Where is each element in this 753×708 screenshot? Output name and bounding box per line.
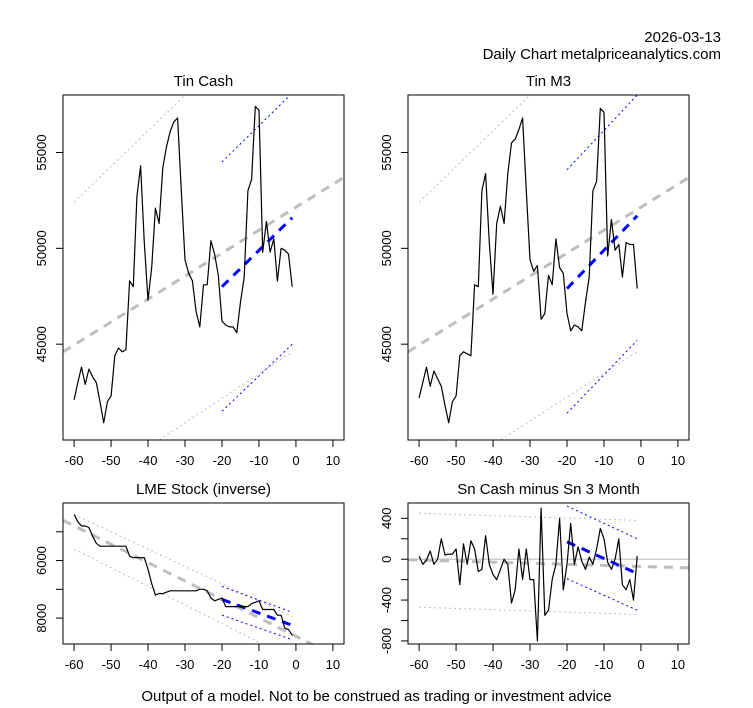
short-trend-line (565, 214, 639, 290)
x-tick-label: -10 (250, 657, 269, 672)
series-line (418, 507, 638, 642)
panel-title: Tin M3 (526, 73, 571, 90)
x-axis: -60 -50 -40 -30 -20 -10 0 10 (410, 440, 685, 468)
x-tick-label: -10 (595, 657, 614, 672)
short-lower-band-line (566, 578, 638, 611)
long-upper-band-line (73, 95, 186, 203)
x-tick-label: 10 (671, 657, 685, 672)
x-tick-label: -40 (484, 657, 503, 672)
long-trend-line (63, 518, 315, 644)
series-line (418, 107, 638, 424)
panel-tin-cash: Tin Cash -60 -50 -40 -30 -20 -10 0 10 45000 50000 5… (34, 73, 345, 468)
x-tick-label: -20 (213, 657, 232, 672)
x-tick-label: -30 (521, 657, 540, 672)
x-tick-label: -40 (484, 453, 503, 468)
plot-area (63, 95, 344, 440)
x-tick-label: 0 (292, 657, 299, 672)
plot-area (408, 505, 689, 642)
panel-title: Sn Cash minus Sn 3 Month (457, 481, 640, 498)
x-tick-label: -30 (176, 657, 195, 672)
long-upper-band-line (419, 512, 638, 521)
x-tick-label: -60 (65, 657, 84, 672)
x-tick-label: -30 (176, 453, 195, 468)
x-tick-label: -20 (558, 657, 577, 672)
x-tick-label: -60 (410, 657, 429, 672)
x-tick-label: -50 (447, 657, 466, 672)
x-tick-label: -40 (139, 453, 158, 468)
x-tick-label: -60 (65, 453, 84, 468)
x-tick-label: -50 (447, 453, 466, 468)
x-tick-label: -60 (410, 453, 429, 468)
y-axis: 6000 8000 (34, 531, 63, 633)
y-tick-label: 8000 (34, 604, 49, 633)
y-tick-label: 50000 (34, 230, 49, 266)
x-tick-label: 10 (671, 453, 685, 468)
series-line (73, 514, 293, 636)
short-trend-line (566, 540, 638, 575)
y-tick-label: 55000 (379, 134, 394, 170)
long-trend-line (408, 558, 689, 570)
x-tick-label: 0 (637, 657, 644, 672)
long-trend-line (408, 176, 689, 354)
y-tick-label: -800 (379, 628, 394, 654)
series-line (73, 105, 293, 424)
plot-area (63, 514, 315, 644)
short-upper-band-line (566, 95, 638, 171)
chart-date: 2026-03-13 (644, 29, 721, 46)
y-tick-label: 400 (379, 507, 394, 529)
short-trend-line (220, 216, 294, 288)
y-tick-label: 6000 (34, 546, 49, 575)
y-tick-label: 0 (379, 556, 394, 563)
panel-tin-m3: Tin M3 -60 -50 -40 -30 -20 -10 0 10 45000 50000 550… (379, 73, 690, 468)
short-lower-band-line (566, 339, 638, 414)
x-tick-label: 10 (326, 657, 340, 672)
long-lower-band-line (419, 606, 638, 615)
short-lower-band-line (221, 343, 293, 412)
y-tick-label: 45000 (379, 326, 394, 362)
short-lower-band-line (221, 614, 293, 641)
y-axis: 45000 50000 55000 (34, 134, 63, 362)
short-trend-line (221, 597, 293, 627)
x-tick-label: -50 (102, 453, 121, 468)
panel-title: Tin Cash (174, 73, 233, 90)
x-tick-label: -10 (250, 453, 269, 468)
plot-frame (407, 502, 690, 645)
y-tick-label: -400 (379, 587, 394, 613)
x-tick-label: 0 (637, 453, 644, 468)
x-axis: -60 -50 -40 -30 -20 -10 0 10 (410, 644, 685, 672)
y-tick-label: 50000 (379, 230, 394, 266)
x-axis: -60 -50 -40 -30 -20 -10 0 10 (65, 644, 340, 672)
short-upper-band-line (221, 95, 291, 163)
x-tick-label: 10 (326, 453, 340, 468)
y-axis: -800 -400 0 400 (379, 507, 408, 654)
long-trend-line (63, 176, 344, 354)
panel-sn-spread: Sn Cash minus Sn 3 Month-60 -50 -40 -30 -20-… (379, 481, 690, 672)
plot-frame (62, 502, 345, 645)
x-tick-label: -20 (558, 453, 577, 468)
long-upper-band-line (73, 514, 293, 618)
y-axis: 45000 50000 55000 (379, 134, 408, 362)
short-upper-band-line (221, 585, 293, 613)
y-tick-label: 55000 (34, 134, 49, 170)
plot-frame (407, 94, 690, 441)
chart-subtitle: Daily Chart metalpriceanalytics.com (482, 46, 721, 63)
x-tick-label: -20 (213, 453, 232, 468)
panel-lme-stock: LME Stock (inverse) -60 -50 -40 -30 -20 -10 0 10… (34, 481, 345, 672)
y-tick-label: 45000 (34, 326, 49, 362)
x-tick-label: -40 (139, 657, 158, 672)
plot-frame (62, 94, 345, 441)
x-tick-label: -10 (595, 453, 614, 468)
long-lower-band-line (73, 548, 263, 644)
plot-area (408, 95, 689, 440)
long-lower-band-line (158, 351, 293, 440)
x-tick-label: -50 (102, 657, 121, 672)
disclaimer-footer: Output of a model. Not to be construed a… (141, 688, 612, 705)
long-upper-band-line (418, 95, 531, 203)
panel-title: LME Stock (inverse) (136, 481, 271, 498)
x-axis: -60 -50 -40 -30 -20 -10 0 10 (65, 440, 340, 468)
long-lower-band-line (500, 351, 638, 440)
x-tick-label: -30 (521, 453, 540, 468)
x-tick-label: 0 (292, 453, 299, 468)
